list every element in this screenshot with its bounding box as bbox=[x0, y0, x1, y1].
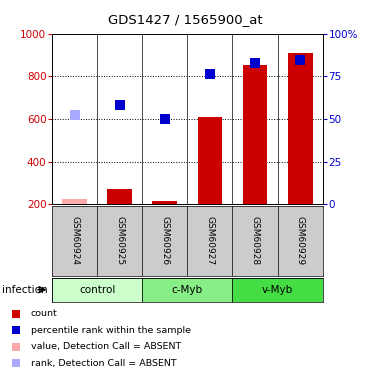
Bar bbox=[152, 201, 177, 204]
Text: c-Myb: c-Myb bbox=[172, 285, 203, 295]
Text: percentile rank within the sample: percentile rank within the sample bbox=[30, 326, 191, 335]
Bar bbox=[142, 278, 233, 302]
Point bbox=[297, 57, 303, 63]
Point bbox=[207, 71, 213, 77]
Bar bbox=[52, 278, 142, 302]
Point bbox=[252, 60, 258, 66]
Bar bbox=[233, 278, 323, 302]
Bar bbox=[243, 64, 267, 204]
Text: GSM60929: GSM60929 bbox=[296, 216, 305, 266]
Bar bbox=[107, 189, 132, 204]
Bar bbox=[288, 53, 313, 204]
Bar bbox=[62, 199, 87, 204]
Text: GSM60924: GSM60924 bbox=[70, 216, 79, 266]
Text: v-Myb: v-Myb bbox=[262, 285, 293, 295]
Text: count: count bbox=[30, 309, 58, 318]
Point bbox=[263, 261, 269, 267]
Text: control: control bbox=[79, 285, 115, 295]
Text: GDS1427 / 1565900_at: GDS1427 / 1565900_at bbox=[108, 13, 263, 26]
Bar bbox=[62, 202, 87, 204]
Bar bbox=[197, 117, 222, 204]
Text: rank, Detection Call = ABSENT: rank, Detection Call = ABSENT bbox=[30, 358, 176, 368]
Point bbox=[117, 102, 123, 108]
Text: GSM60927: GSM60927 bbox=[206, 216, 214, 266]
Point bbox=[162, 116, 168, 122]
Text: GSM60928: GSM60928 bbox=[250, 216, 260, 266]
Point bbox=[72, 112, 78, 118]
Text: infection: infection bbox=[2, 285, 47, 295]
Text: GSM60925: GSM60925 bbox=[115, 216, 124, 266]
Text: GSM60926: GSM60926 bbox=[160, 216, 169, 266]
Point bbox=[263, 112, 269, 118]
Text: value, Detection Call = ABSENT: value, Detection Call = ABSENT bbox=[30, 342, 181, 351]
